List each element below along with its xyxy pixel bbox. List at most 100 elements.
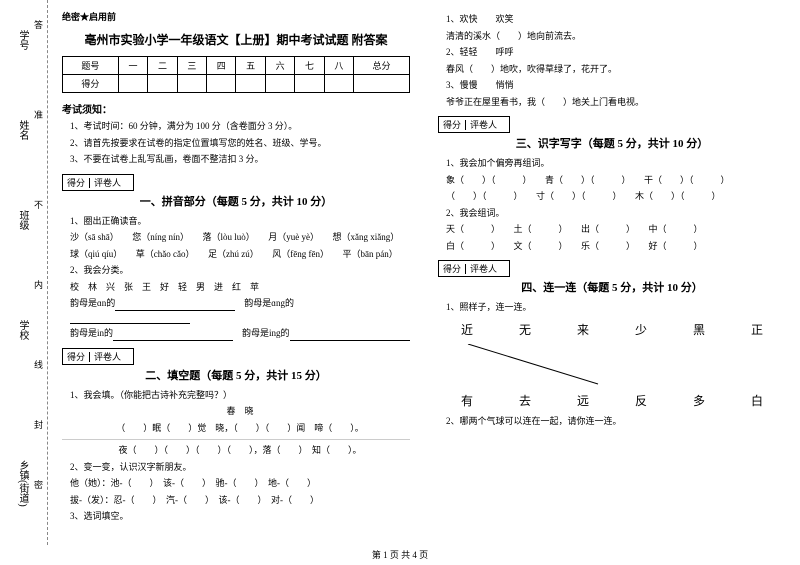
- score-header: 五: [236, 57, 265, 75]
- connect-bottom-row: 有 去 远 反 多 白: [438, 392, 786, 409]
- sidebar-label: 乡镇(街道): [15, 460, 30, 507]
- question-line: 天（ ） 土（ ） 出（ ） 中（ ）: [446, 223, 786, 237]
- question-line: 他（她）：池-（ ） 该-（ ） 驰-（ ） 地-（ ）: [70, 477, 410, 491]
- blank-label: 韵母是ing的: [242, 328, 290, 338]
- blank-label: 韵母是in的: [70, 328, 113, 338]
- section-title-1: 一、拼音部分（每题 5 分，共计 10 分）: [62, 193, 410, 209]
- section-title-4: 四、连一连（每题 5 分，共计 10 分）: [438, 279, 786, 295]
- notice-item: 3、不要在试卷上乱写乱画，卷面不整洁扣 3 分。: [70, 153, 410, 167]
- score-table: 题号 一 二 三 四 五 六 七 八 总分 得分: [62, 56, 410, 93]
- connect-char: 多: [693, 392, 705, 409]
- connect-line-svg: [438, 344, 758, 386]
- score-header: 题号: [63, 57, 119, 75]
- grader-score: 得分: [443, 264, 466, 274]
- grader-box: 得分评卷人: [438, 116, 510, 133]
- grader-score: 得分: [67, 178, 90, 188]
- score-header: 一: [118, 57, 147, 75]
- sidebar-label: 学号: [15, 30, 30, 50]
- score-cell: [207, 75, 236, 93]
- connect-char: 有: [461, 392, 473, 409]
- connect-char: 近: [461, 321, 473, 338]
- question-line: （ ）（ ） 寸（ ）（ ） 木（ ）（ ）: [446, 190, 786, 204]
- score-header: 二: [148, 57, 177, 75]
- seal-mark: 内: [32, 280, 45, 289]
- poem-line: 夜（ ）（ ）（ ）（ ），落（ ） 知（ ）。: [70, 444, 410, 458]
- question-line: 白（ ） 文（ ） 乐（ ） 好（ ）: [446, 240, 786, 254]
- blank-row: 韵母是in的 韵母是ing的: [70, 327, 410, 341]
- score-cell: [354, 75, 410, 93]
- question-label: 1、我会填。（你能把古诗补充完整吗？）: [70, 389, 410, 403]
- seal-mark: 答: [32, 20, 45, 29]
- sidebar-label: 学校: [15, 320, 30, 340]
- sidebar-label: 姓名: [15, 120, 30, 140]
- score-header: 八: [324, 57, 353, 75]
- score-cell: [295, 75, 324, 93]
- connect-top-row: 近 无 来 少 黑 正: [438, 321, 786, 338]
- section-title-2: 二、填空题（每题 5 分，共计 15 分）: [62, 367, 410, 383]
- question-line: 春风（ ）地吹，吹得草绿了，花开了。: [446, 63, 786, 77]
- notice-item: 2、请首先按要求在试卷的指定位置填写您的姓名、班级、学号。: [70, 137, 410, 151]
- score-row-label: 得分: [63, 75, 119, 93]
- page-footer: 第 1 页 共 4 页: [0, 548, 800, 561]
- notice-item: 1、考试时间：60 分钟，满分为 100 分（含卷面分 3 分）。: [70, 120, 410, 134]
- blank: [113, 331, 233, 341]
- example-connect-line: [468, 344, 598, 384]
- seal-mark: 封: [32, 420, 45, 429]
- sidebar-label: 班级: [15, 210, 30, 230]
- question-line: 拔-（发）：忍-（ ） 汽-（ ） 该-（ ） 对-（ ）: [70, 494, 410, 508]
- blank-label: 韵母是ɑng的: [244, 298, 294, 308]
- question-label: 1、我会加个偏旁再组词。: [446, 157, 786, 171]
- score-header: 四: [207, 57, 236, 75]
- grader-box: 得分评卷人: [62, 348, 134, 365]
- score-cell: [236, 75, 265, 93]
- seal-mark: 线: [32, 360, 45, 369]
- notice-heading: 考试须知：: [62, 101, 410, 116]
- question-label: 2、变一变，认识汉字新朋友。: [70, 461, 410, 475]
- left-column: 绝密★启用前 亳州市实验小学一年级语文【上册】期中考试试题 附答案 题号 一 二…: [48, 0, 424, 545]
- blank: [290, 331, 410, 341]
- score-header: 总分: [354, 57, 410, 75]
- connect-char: 来: [577, 321, 589, 338]
- question-line: 清清的溪水（ ）地向前流去。: [446, 30, 786, 44]
- score-cell: [148, 75, 177, 93]
- question-line: 沙（sā shā） 您（níng nín） 落（lòu luò） 月（yuè y…: [70, 231, 410, 245]
- connect-char: 去: [519, 392, 531, 409]
- connect-char: 少: [635, 321, 647, 338]
- blank-label: 韵母是ɑn的: [70, 298, 115, 308]
- seal-mark: 不: [32, 200, 45, 209]
- secret-label: 绝密★启用前: [62, 10, 410, 23]
- question-line: 爷爷正在屋里看书，我（ ）地关上门看电视。: [446, 96, 786, 110]
- connect-char: 远: [577, 392, 589, 409]
- exam-title: 亳州市实验小学一年级语文【上册】期中考试试题 附答案: [62, 31, 410, 48]
- score-cell: [118, 75, 147, 93]
- question-line: 象（ ）（ ） 青（ ）（ ） 干（ ）（ ）: [446, 174, 786, 188]
- blank: [70, 314, 190, 324]
- connect-char: 白: [751, 392, 763, 409]
- section-title-3: 三、识字写字（每题 5 分，共计 10 分）: [438, 135, 786, 151]
- connect-char: 正: [751, 321, 763, 338]
- question-label: 2、我会分类。: [70, 264, 410, 278]
- grader-marker: 评卷人: [470, 120, 501, 130]
- connect-char: 反: [635, 392, 647, 409]
- grader-score: 得分: [443, 120, 466, 130]
- grader-box: 得分评卷人: [62, 174, 134, 191]
- seal-mark: 密: [32, 480, 45, 489]
- question-label: 3、选词填空。: [70, 510, 410, 524]
- poem-line: （ ）眠（ ）觉 晓，（ ）（ ）闻 啼（ ）。: [70, 422, 410, 436]
- question-line: 校 林 兴 张 王 好 轻 男 进 红 苹: [70, 281, 410, 295]
- separator: [62, 439, 410, 440]
- question-line: 球（qiú qíu） 草（chǎo cǎo） 足（zhú zú） 风（fēng …: [70, 248, 410, 262]
- grader-marker: 评卷人: [470, 264, 501, 274]
- poem-title: 春 晓: [70, 405, 410, 419]
- grader-marker: 评卷人: [94, 352, 125, 362]
- question-line: 2、轻轻 呼呼: [446, 46, 786, 60]
- question-line: 1、欢快 欢笑: [446, 13, 786, 27]
- score-header: 三: [177, 57, 206, 75]
- question-label: 2、哪两个气球可以连在一起，请你连一连。: [446, 415, 786, 429]
- right-column: 1、欢快 欢笑 清清的溪水（ ）地向前流去。 2、轻轻 呼呼 春风（ ）地吹，吹…: [424, 0, 800, 545]
- score-header: 六: [265, 57, 294, 75]
- connect-char: 无: [519, 321, 531, 338]
- score-header: 七: [295, 57, 324, 75]
- question-label: 1、照样子，连一连。: [446, 301, 786, 315]
- grader-marker: 评卷人: [94, 178, 125, 188]
